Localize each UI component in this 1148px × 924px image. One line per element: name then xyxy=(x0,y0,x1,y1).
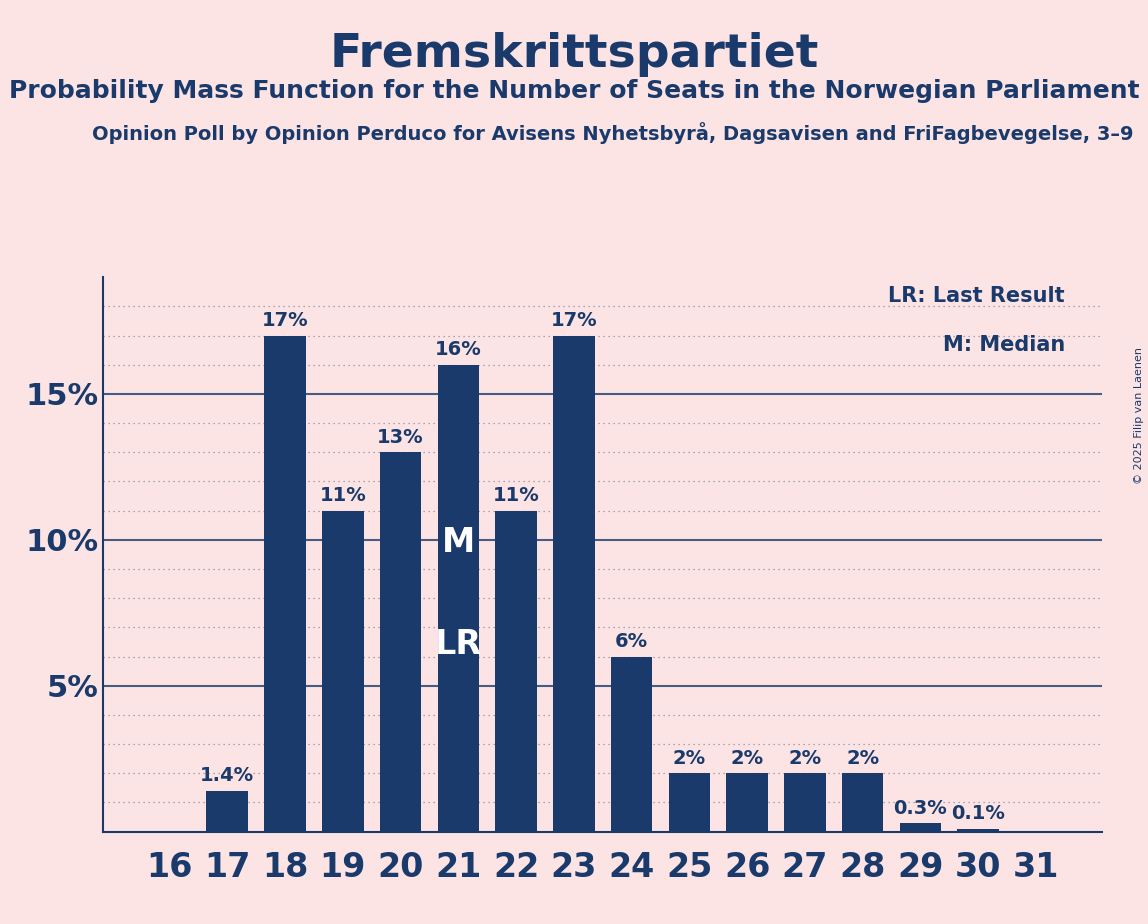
Text: 17%: 17% xyxy=(262,311,309,330)
Bar xyxy=(495,511,537,832)
Text: Probability Mass Function for the Number of Seats in the Norwegian Parliament: Probability Mass Function for the Number… xyxy=(9,79,1139,103)
Bar xyxy=(841,773,884,832)
Bar xyxy=(264,335,305,832)
Bar xyxy=(668,773,711,832)
Text: Opinion Poll by Opinion Perduco for Avisens Nyhetsbyrå, Dagsavisen and FriFagbev: Opinion Poll by Opinion Perduco for Avis… xyxy=(92,122,1133,144)
Text: 2%: 2% xyxy=(730,749,763,768)
Bar xyxy=(553,335,595,832)
Bar xyxy=(727,773,768,832)
Bar xyxy=(437,365,479,832)
Bar xyxy=(380,452,421,832)
Text: 16%: 16% xyxy=(435,340,482,359)
Text: 13%: 13% xyxy=(378,428,424,447)
Text: 1.4%: 1.4% xyxy=(200,767,255,785)
Text: LR: LR xyxy=(435,628,482,662)
Text: 11%: 11% xyxy=(492,486,540,505)
Bar xyxy=(321,511,364,832)
Text: 11%: 11% xyxy=(319,486,366,505)
Text: 2%: 2% xyxy=(789,749,822,768)
Bar xyxy=(611,657,652,832)
Text: 17%: 17% xyxy=(551,311,597,330)
Text: 2%: 2% xyxy=(673,749,706,768)
Text: LR: Last Result: LR: Last Result xyxy=(889,286,1064,306)
Text: Fremskrittspartiet: Fremskrittspartiet xyxy=(329,32,819,78)
Bar xyxy=(900,823,941,832)
Bar xyxy=(784,773,825,832)
Text: 0.3%: 0.3% xyxy=(893,798,947,818)
Text: 0.1%: 0.1% xyxy=(952,805,1004,823)
Text: 6%: 6% xyxy=(615,632,649,651)
Bar xyxy=(957,829,999,832)
Bar xyxy=(207,791,248,832)
Text: © 2025 Filip van Laenen: © 2025 Filip van Laenen xyxy=(1134,347,1143,484)
Text: M: Median: M: Median xyxy=(943,335,1064,356)
Text: 2%: 2% xyxy=(846,749,879,768)
Text: M: M xyxy=(442,526,475,559)
